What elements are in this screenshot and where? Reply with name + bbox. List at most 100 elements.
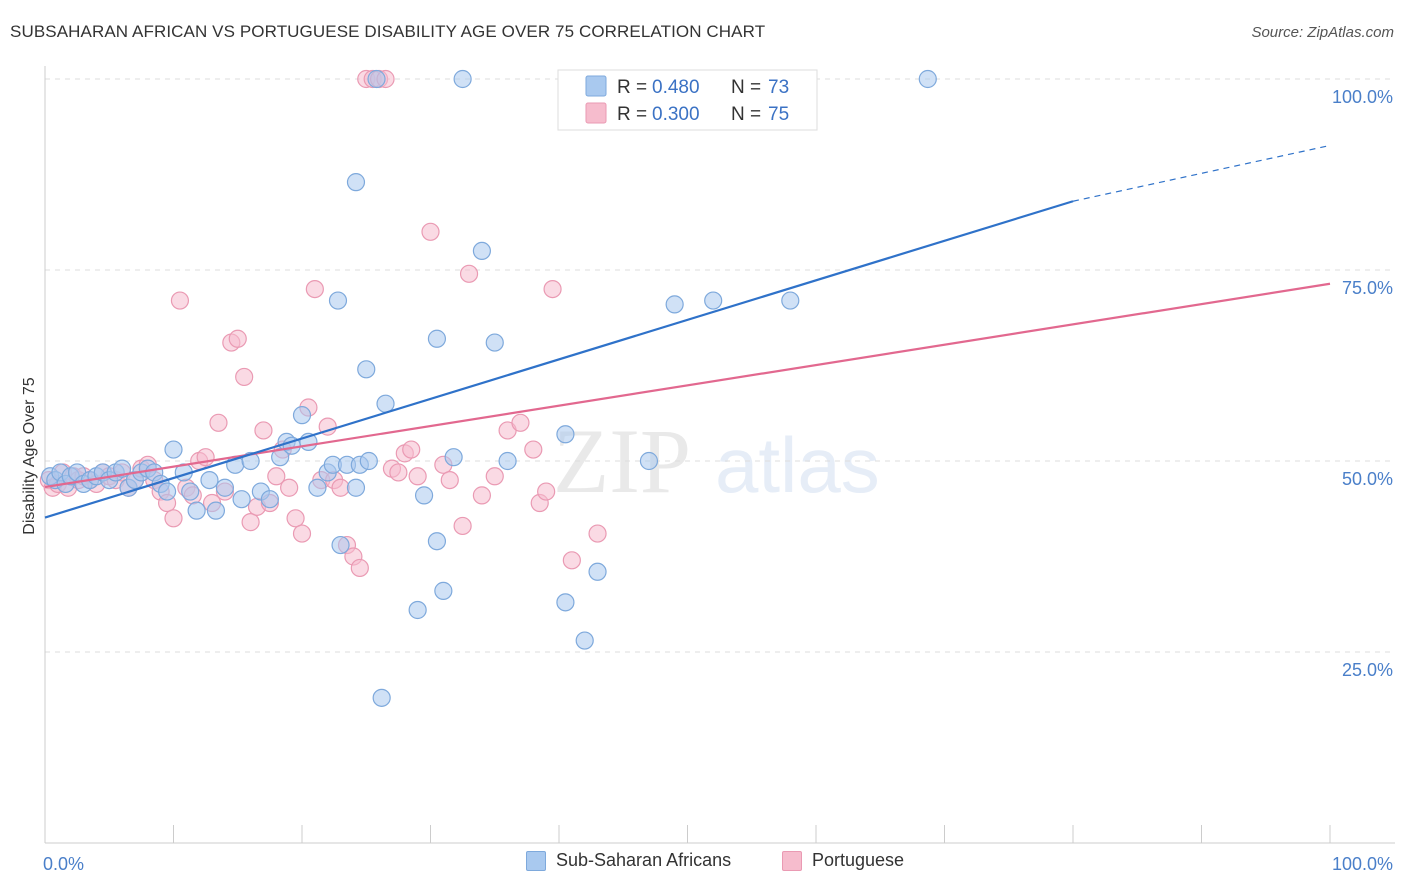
portuguese-point xyxy=(228,329,247,348)
subsaharan-point xyxy=(367,69,386,89)
portuguese-point xyxy=(280,478,299,497)
legend-pink-swatch xyxy=(585,102,607,124)
subsaharan-point xyxy=(260,490,279,509)
y-tick-label: 25.0% xyxy=(1342,660,1393,680)
watermark-atlas: atlas xyxy=(715,421,880,509)
portuguese-point xyxy=(472,486,491,505)
portuguese-point xyxy=(292,524,312,543)
subsaharan-point xyxy=(556,593,575,612)
subsaharan-trend-extension xyxy=(1072,144,1331,202)
legend-blue-n-value: 73 xyxy=(768,77,789,98)
legend-blue-swatch xyxy=(585,75,607,97)
subsaharan-point xyxy=(308,478,327,497)
legend-pink-r-label: R = xyxy=(617,104,647,125)
subsaharan-point xyxy=(434,581,453,600)
gridlines xyxy=(45,78,1395,653)
chart-title: SUBSAHARAN AFRICAN VS PORTUGUESE DISABIL… xyxy=(10,22,766,41)
subsaharan-point xyxy=(588,562,607,581)
source-label: Source: ZipAtlas.com xyxy=(1251,24,1394,41)
legend-blue-r-label: R = xyxy=(617,77,647,98)
portuguese-point xyxy=(537,482,556,501)
legend-pink-r-value: 0.300 xyxy=(652,104,700,125)
subsaharan-point xyxy=(453,69,472,89)
subsaharan-point xyxy=(112,459,132,478)
legend-blue-n-label: N = xyxy=(731,77,761,98)
legend-pink-n-label: N = xyxy=(731,104,761,125)
subsaharan-point xyxy=(328,291,348,310)
portuguese-point xyxy=(286,509,305,528)
subsaharan-point xyxy=(157,482,177,501)
legend-item-portuguese[interactable]: Portuguese xyxy=(782,850,904,871)
portuguese-point xyxy=(209,413,228,432)
subsaharan-point xyxy=(376,394,395,413)
legend-label-portuguese: Portuguese xyxy=(812,850,905,870)
subsaharan-point xyxy=(472,241,491,260)
y-tick-label: 75.0% xyxy=(1342,278,1393,298)
portuguese-trend-line xyxy=(44,282,1331,489)
portuguese-point xyxy=(562,551,581,570)
subsaharan-point xyxy=(781,291,800,310)
subsaharan-point xyxy=(427,329,447,348)
subsaharan-point xyxy=(292,406,312,425)
subsaharan-point xyxy=(164,440,183,459)
subsaharan-point xyxy=(181,482,200,501)
subsaharan-point xyxy=(346,173,366,192)
y-axis-label: Disability Age Over 75 xyxy=(21,377,38,535)
subsaharan-point xyxy=(918,69,937,89)
portuguese-point xyxy=(453,516,472,536)
portuguese-point xyxy=(305,280,324,299)
legend-label-subsaharan: Sub-Saharan Africans xyxy=(556,850,732,870)
portuguese-point xyxy=(543,280,562,299)
legend-swatch-subsaharan xyxy=(526,850,546,871)
portuguese-point xyxy=(402,440,421,459)
portuguese-point xyxy=(421,222,440,241)
subsaharan-point xyxy=(215,478,234,497)
subsaharan-point xyxy=(414,486,434,505)
portuguese-point xyxy=(350,558,369,578)
legend-blue-r-value: 0.480 xyxy=(652,77,700,98)
watermark-zip: ZIP xyxy=(553,410,691,512)
subsaharan-point xyxy=(485,333,504,352)
subsaharan-point xyxy=(556,425,575,444)
subsaharan-point xyxy=(359,451,378,471)
legend-bottom: Sub-Saharan Africans Portuguese xyxy=(0,850,1406,878)
legend-item-subsaharan[interactable]: Sub-Saharan Africans xyxy=(526,850,731,871)
subsaharan-point xyxy=(187,501,206,520)
portuguese-point xyxy=(267,467,286,486)
subsaharan-points xyxy=(41,69,937,707)
subsaharan-point xyxy=(665,295,684,314)
subsaharan-point xyxy=(241,451,260,471)
subsaharan-point xyxy=(408,600,427,620)
subsaharan-point xyxy=(331,535,350,555)
portuguese-point xyxy=(408,467,427,486)
subsaharan-point xyxy=(427,532,447,551)
subsaharan-point xyxy=(498,451,517,471)
subsaharan-point xyxy=(357,360,376,379)
subsaharan-point xyxy=(232,490,251,509)
y-tick-label: 50.0% xyxy=(1342,469,1393,489)
x-tick-labels: 0.0% 100.0% xyxy=(43,854,1393,874)
portuguese-point xyxy=(588,524,607,543)
subsaharan-point xyxy=(704,291,723,310)
portuguese-point xyxy=(524,440,543,459)
portuguese-point xyxy=(241,513,260,532)
portuguese-point xyxy=(485,467,504,486)
portuguese-point xyxy=(254,421,273,440)
portuguese-point xyxy=(164,509,183,528)
y-tick-labels: 25.0% 50.0% 75.0% 100.0% xyxy=(1332,87,1393,680)
axes xyxy=(44,66,1395,844)
portuguese-point xyxy=(440,471,459,490)
subsaharan-point xyxy=(346,478,366,497)
subsaharan-point xyxy=(575,631,594,650)
portuguese-point xyxy=(511,413,530,432)
portuguese-point xyxy=(389,463,408,482)
x-tick-label: 0.0% xyxy=(43,854,84,874)
subsaharan-point xyxy=(444,448,463,467)
portuguese-points xyxy=(39,69,607,578)
subsaharan-point xyxy=(372,688,391,707)
portuguese-point xyxy=(459,264,479,283)
y-tick-label: 100.0% xyxy=(1332,87,1393,107)
x-tick-label: 100.0% xyxy=(1332,854,1393,874)
portuguese-point xyxy=(170,291,190,310)
